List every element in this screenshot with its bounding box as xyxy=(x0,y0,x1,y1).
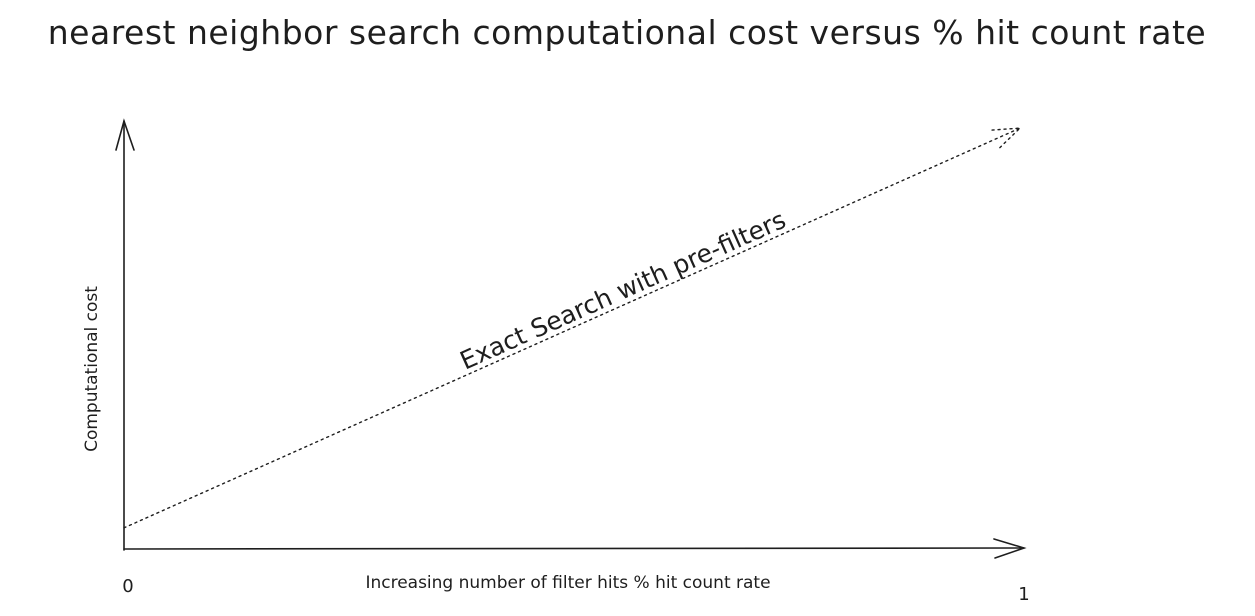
x-axis-label: Increasing number of filter hits % hit c… xyxy=(365,573,770,593)
series-arrowhead xyxy=(991,127,1022,149)
y-axis-arrowhead xyxy=(115,118,135,151)
y-axis-label: Computational cost xyxy=(82,286,102,452)
series-layer: Exact Search with pre-filters xyxy=(123,127,1022,529)
x-axis-line xyxy=(123,547,1025,550)
series-line xyxy=(123,127,1021,529)
x-tick-label: 0 xyxy=(122,576,133,597)
x-axis-arrowhead xyxy=(993,538,1027,559)
x-tick-label: 1 xyxy=(1018,584,1029,605)
chart-title: nearest neighbor search computational co… xyxy=(48,13,1206,52)
series-label: Exact Search with pre-filters xyxy=(456,205,791,375)
axes xyxy=(115,118,1027,559)
